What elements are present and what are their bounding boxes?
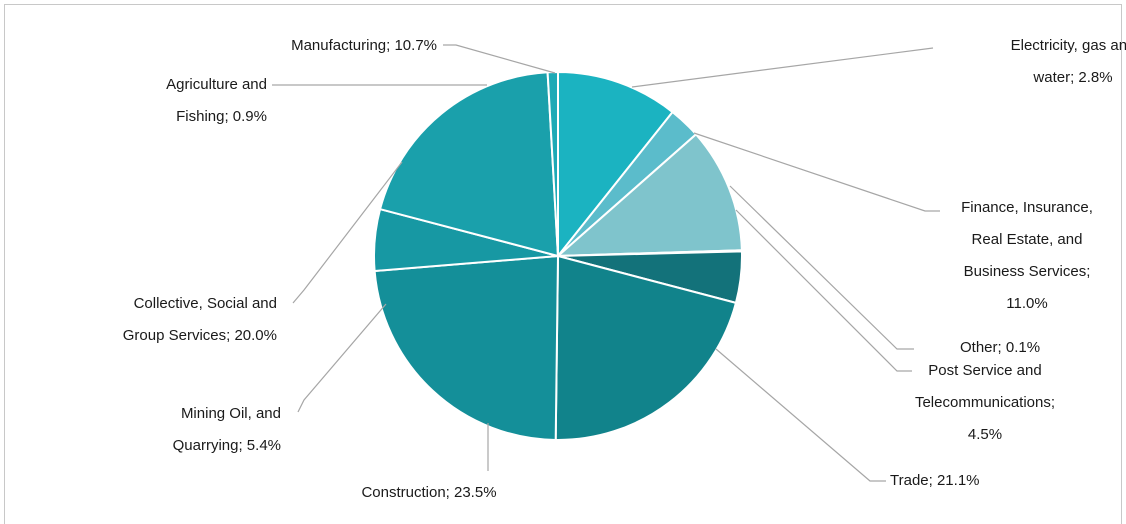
leader-line-other xyxy=(729,185,914,350)
slice-finance-insurance-real-estate-and-business-services xyxy=(555,132,743,258)
data-label-line: Trade; 21.1% xyxy=(890,472,980,489)
data-label-construction: Construction; 23.5% xyxy=(361,484,496,501)
chart-frame xyxy=(4,4,1122,524)
leader-line-finance-insurance-real-estate-and-business-services xyxy=(693,132,940,212)
data-label-line: Agriculture and xyxy=(166,76,267,93)
data-label-line: Telecommunications; xyxy=(915,394,1055,411)
data-label-line: 4.5% xyxy=(968,426,1002,443)
data-label-line: Other; 0.1% xyxy=(960,339,1040,356)
data-label-line: water; 2.8% xyxy=(1032,69,1112,86)
leader-line-manufacturing xyxy=(443,44,556,74)
data-label-line: Mining Oil, and xyxy=(181,405,281,422)
data-label-line: 11.0% xyxy=(1006,295,1047,312)
data-label-line: Collective, Social and xyxy=(134,295,277,312)
data-label-finance-insurance-real-estate-and-business-services: Finance, Insurance, Real Estate, and Busin… xyxy=(961,199,1093,312)
data-label-other: Other; 0.1% xyxy=(960,339,1040,356)
data-labels: Manufacturing; 10.7% Electricity, gas and… xyxy=(123,37,1126,501)
leader-line-collective-social-and-group-services xyxy=(292,161,403,304)
data-label-line: Electricity, gas and xyxy=(1011,37,1126,54)
leader-line-trade xyxy=(715,348,886,482)
data-label-line: Finance, Insurance, xyxy=(961,199,1093,216)
data-label-line: Group Services; 20.0% xyxy=(123,327,277,344)
leader-line-electricity-gas-and-water xyxy=(631,47,934,88)
data-label-mining-oil-and-quarrying: Mining Oil, and Quarrying; 5.4% xyxy=(173,405,281,454)
pie-slices xyxy=(373,70,743,442)
data-label-collective-social-and-group-services: Collective, Social and Group Services; 20… xyxy=(123,295,277,344)
slice-manufacturing xyxy=(557,70,674,259)
data-label-line: Manufacturing; 10.7% xyxy=(291,37,437,54)
data-label-electricity-gas-and-water: Electricity, gas and water; 2.8% xyxy=(1011,37,1126,86)
slice-construction xyxy=(373,254,560,442)
data-label-line: Business Services; xyxy=(964,263,1091,280)
data-label-post-service-and-telecommunications: Post Service and Telecommunications; 4.5% xyxy=(915,362,1055,443)
data-label-trade: Trade; 21.1% xyxy=(890,472,980,489)
data-label-manufacturing: Manufacturing; 10.7% xyxy=(291,37,437,54)
data-label-line: Real Estate, and xyxy=(972,231,1083,248)
data-label-line: Quarrying; 5.4% xyxy=(173,437,281,454)
leader-line-post-service-and-telecommunications xyxy=(735,209,912,372)
slice-trade xyxy=(554,254,738,441)
data-label-line: Fishing; 0.9% xyxy=(176,108,267,125)
leader-line-mining-oil-and-quarrying xyxy=(297,303,387,413)
data-label-line: Construction; 23.5% xyxy=(361,484,496,501)
slice-collective-social-and-group-services xyxy=(378,71,560,258)
data-label-line: Post Service and xyxy=(928,362,1041,379)
data-label-agriculture-and-fishing: Agriculture and Fishing; 0.9% xyxy=(166,76,267,125)
